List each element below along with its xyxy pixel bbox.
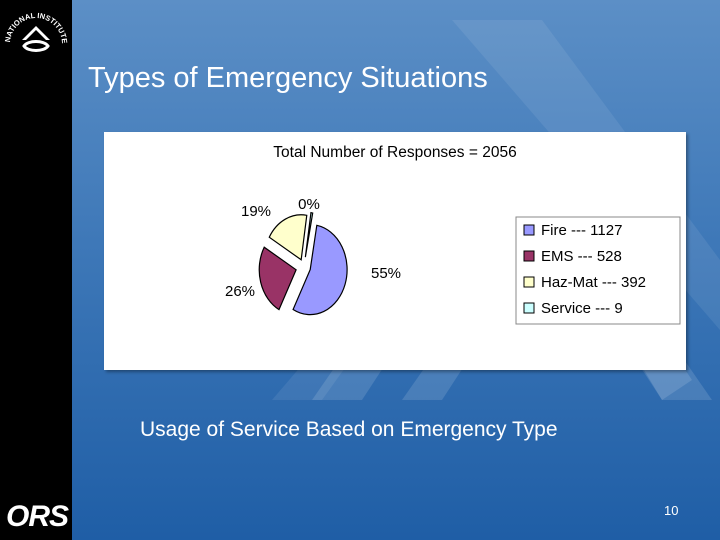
legend-swatch-fire [523, 224, 535, 236]
nih-logo: NATIONAL INSTITUTES OF HEALTH [2, 2, 69, 52]
pie-label-service: 0% [298, 196, 320, 213]
legend-item-service: Service --- 9 [541, 300, 623, 317]
ors-logo: ORS [6, 500, 69, 533]
chart-panel: Total Number of Responses = 2056 55% 26% 19… [104, 132, 686, 370]
legend-swatch-service [523, 302, 535, 314]
legend-swatch-ems [523, 250, 535, 262]
svg-text:NATIONAL INSTITUTES OF HEALTH: NATIONAL INSTITUTES OF HEALTH [2, 2, 69, 44]
slide-title: Types of Emergency Situations [88, 62, 488, 94]
legend-item-ems: EMS --- 528 [541, 248, 622, 265]
pie-slice-fire [292, 224, 348, 316]
page-number: 10 [664, 503, 679, 518]
pie-slice-service [304, 211, 314, 258]
pie-chart: Total Number of Responses = 2056 55% 26% 19… [225, 144, 681, 325]
pie-slice-haz-mat [268, 214, 308, 261]
legend-item-haz-mat: Haz-Mat --- 392 [541, 274, 646, 291]
pie-slice-ems [258, 246, 297, 311]
legend-swatch-haz-mat [523, 276, 535, 288]
pie-label-ems: 26% [225, 283, 255, 300]
sidebar: NATIONAL INSTITUTES OF HEALTH ORS [0, 0, 72, 540]
chart-title: Total Number of Responses = 2056 [273, 144, 516, 161]
chart-legend [515, 216, 681, 325]
legend-item-fire: Fire --- 1127 [541, 222, 622, 239]
nih-logo-text: NATIONAL INSTITUTES OF HEALTH [2, 2, 69, 44]
slide-caption: Usage of Service Based on Emergency Type [140, 418, 558, 441]
pie-label-fire: 55% [371, 265, 401, 282]
pie-label-haz-mat: 19% [241, 203, 271, 220]
